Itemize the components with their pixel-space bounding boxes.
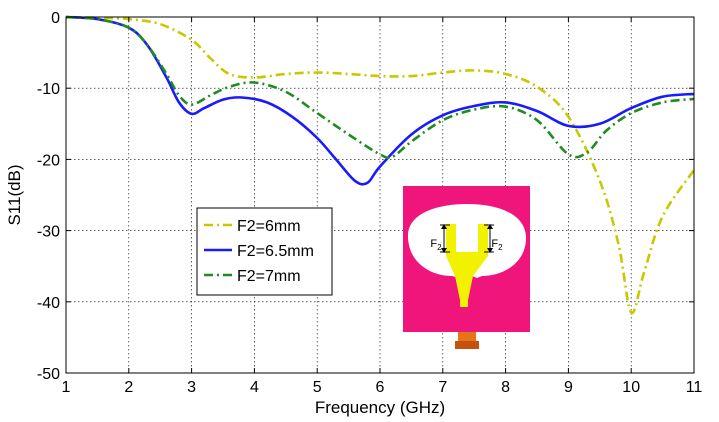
x-tick-label: 5 <box>313 379 322 396</box>
y-tick-label: -50 <box>37 366 60 383</box>
legend-label: F2=6.5mm <box>237 243 314 260</box>
y-axis-label: S11(dB) <box>5 164 24 225</box>
y-tick-label: -10 <box>37 81 60 98</box>
y-tick-label: -20 <box>37 152 60 169</box>
antenna-feed-patch <box>446 224 488 307</box>
x-tick-label: 9 <box>564 379 573 396</box>
f2-dimension-right <box>484 224 494 253</box>
antenna-connector-top <box>458 332 476 342</box>
series-line <box>65 15 695 186</box>
f2-label-left: F2 <box>430 238 442 252</box>
x-tick-label: 8 <box>501 379 510 396</box>
antenna-slot <box>408 204 526 278</box>
legend-label: F2=7mm <box>237 268 301 285</box>
legend-label: F2=6mm <box>237 218 301 235</box>
legend: F2=6mm F2=6.5mm F2=7mm <box>196 207 333 296</box>
x-tick-label: 11 <box>686 379 703 396</box>
series-lines <box>65 15 696 315</box>
series-line <box>65 15 695 160</box>
antenna-inset-illustration: F2 F2 <box>403 186 530 349</box>
series-line <box>65 15 696 315</box>
x-tick-label: 10 <box>622 379 640 396</box>
axis-ticks: 1 2 3 4 5 6 7 8 9 10 11 0 -10 -20 -30 -40 -50 <box>37 10 703 396</box>
antenna-connector-base <box>455 341 479 349</box>
legend-box <box>196 207 333 296</box>
x-tick-label: 2 <box>124 379 133 396</box>
x-tick-label: 7 <box>438 379 447 396</box>
f2-dimension-left <box>440 224 450 253</box>
f2-label-right: F2 <box>491 238 503 252</box>
x-tick-label: 4 <box>250 379 259 396</box>
y-tick-label: -40 <box>37 295 60 312</box>
x-tick-label: 1 <box>62 379 71 396</box>
y-tick-label: -30 <box>37 224 60 241</box>
x-axis-label: Frequency (GHz) <box>315 398 445 417</box>
x-tick-label: 6 <box>376 379 385 396</box>
y-tick-label: 0 <box>51 10 60 27</box>
x-tick-label: 3 <box>187 379 196 396</box>
